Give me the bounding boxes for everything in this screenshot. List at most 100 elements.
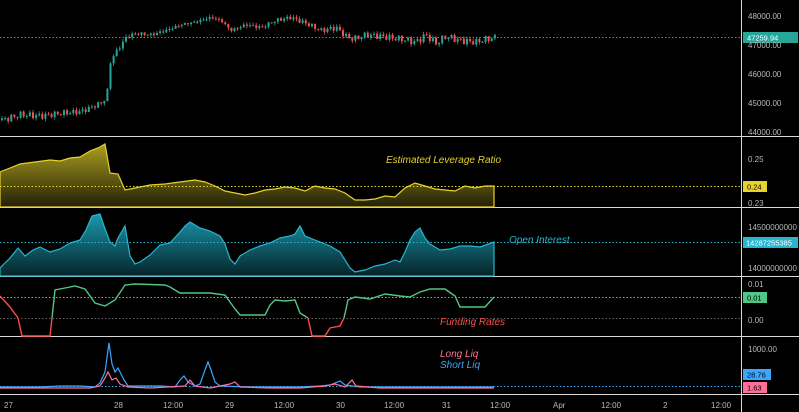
candle-body xyxy=(273,21,276,24)
candle-body xyxy=(7,118,10,122)
open-interest-title: Open Interest xyxy=(509,235,571,246)
candle-body xyxy=(196,21,199,23)
candle-body xyxy=(47,113,50,115)
candle-body xyxy=(202,19,205,21)
candle-body xyxy=(283,18,286,21)
candle-body xyxy=(177,25,180,27)
candle-body xyxy=(462,38,465,45)
time-axis-label: 12:00 xyxy=(490,401,511,410)
candle-body xyxy=(360,37,363,40)
candle-body xyxy=(87,106,90,113)
candlestick-series[interactable] xyxy=(1,14,496,124)
candle-body xyxy=(84,109,87,113)
candle-body xyxy=(435,37,437,45)
candle-body xyxy=(168,28,171,30)
time-axis[interactable]: 27 28 12:00 29 12:00 30 12:00 31 12:00 A… xyxy=(4,401,732,410)
candle-body xyxy=(261,26,264,28)
candle-body xyxy=(214,18,217,20)
candle-body xyxy=(311,23,313,27)
candle-body xyxy=(354,35,357,41)
candle-body xyxy=(22,111,25,117)
candle-body xyxy=(301,20,304,23)
candle-body xyxy=(159,31,162,33)
candle-body xyxy=(90,106,93,108)
leverage-pane[interactable]: Estimated Leverage Ratio 0.24 0.25 0.23 xyxy=(0,143,767,208)
candle-body xyxy=(407,37,410,41)
last-price-tag-bg xyxy=(743,32,798,43)
price-axis-label: 46000.00 xyxy=(748,70,782,79)
long-liq-line xyxy=(0,370,494,389)
candle-body xyxy=(221,19,224,23)
candle-body xyxy=(44,113,47,119)
time-axis-label: 12:00 xyxy=(384,401,405,410)
funding-pane[interactable]: Funding Rates 0.01 0.01 0.00 xyxy=(0,280,767,337)
candle-body xyxy=(72,109,75,114)
candle-body xyxy=(171,28,174,30)
open-interest-axis-label: 14500000000 xyxy=(748,223,797,232)
leverage-tag-bg xyxy=(743,181,767,192)
candle-body xyxy=(137,33,140,35)
leverage-title: Estimated Leverage Ratio xyxy=(386,155,502,166)
candle-body xyxy=(193,21,196,23)
candle-body xyxy=(459,38,462,40)
candle-body xyxy=(162,31,165,33)
candle-body xyxy=(267,22,270,27)
open-interest-tag: 14287255385 xyxy=(746,239,792,248)
candle-body xyxy=(348,33,351,39)
candle-body xyxy=(233,28,236,32)
candle-body xyxy=(236,28,239,30)
candle-body xyxy=(422,34,425,43)
candle-body xyxy=(295,17,298,19)
candle-body xyxy=(25,115,28,117)
candle-body xyxy=(100,102,103,104)
open-interest-area xyxy=(0,213,495,277)
candle-body xyxy=(28,112,31,116)
candle-body xyxy=(323,28,326,32)
candle-body xyxy=(320,28,323,30)
candle-body xyxy=(78,111,81,115)
candle-body xyxy=(441,35,444,44)
candle-body xyxy=(469,38,472,42)
candle-body xyxy=(394,38,397,41)
candle-body xyxy=(345,33,348,37)
candle-body xyxy=(447,37,450,40)
candle-body xyxy=(335,26,338,31)
time-axis-label: 12:00 xyxy=(274,401,295,410)
price-pane[interactable]: 47259.94 48000.00 47000.00 46000.00 4500… xyxy=(0,12,798,137)
candle-body xyxy=(152,33,155,36)
candle-body xyxy=(103,101,106,104)
leverage-tag: 0.24 xyxy=(747,183,762,192)
candle-body xyxy=(245,24,248,26)
candle-body xyxy=(205,19,208,21)
open-interest-axis-label: 14000000000 xyxy=(748,264,797,273)
time-axis-label: 2 xyxy=(663,401,668,410)
time-axis-label: 27 xyxy=(4,401,13,410)
time-axis-label: 12:00 xyxy=(711,401,732,410)
candle-body xyxy=(413,40,416,45)
candle-body xyxy=(317,28,320,30)
candle-body xyxy=(357,35,360,40)
candle-body xyxy=(376,33,379,39)
candle-body xyxy=(276,18,279,22)
candle-body xyxy=(10,114,13,122)
open-interest-pane[interactable]: Open Interest 14287255385 14500000000 14… xyxy=(0,213,798,277)
candle-body xyxy=(425,34,428,36)
leverage-axis-label: 0.23 xyxy=(748,199,764,208)
candle-body xyxy=(249,25,251,27)
candle-body xyxy=(239,27,242,29)
candle-body xyxy=(146,34,149,36)
candle-body xyxy=(183,23,186,25)
funding-title: Funding Rates xyxy=(440,317,505,328)
price-axis-label: 45000.00 xyxy=(748,99,782,108)
candle-body xyxy=(391,34,394,39)
candle-body xyxy=(428,34,431,42)
candle-body xyxy=(131,33,134,38)
candle-body xyxy=(487,36,490,41)
candle-body xyxy=(69,113,72,115)
candle-body xyxy=(115,49,118,57)
liquidations-pane[interactable]: Long Liq Short Liq 28.76 1.63 1000.00 xyxy=(0,342,777,393)
open-interest-tag-bg xyxy=(743,237,798,248)
candle-body xyxy=(466,38,468,45)
candle-body xyxy=(112,56,115,64)
